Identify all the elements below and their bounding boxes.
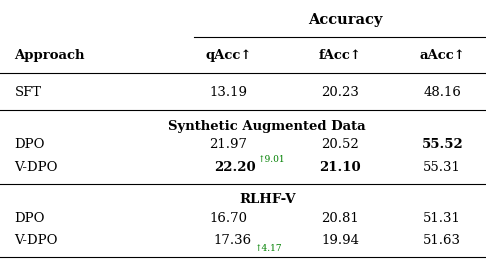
Text: 21.97: 21.97 — [209, 138, 247, 151]
Text: DPO: DPO — [15, 212, 45, 225]
Text: 21.10: 21.10 — [319, 161, 361, 174]
Text: DPO: DPO — [15, 138, 45, 151]
Text: Approach: Approach — [15, 49, 85, 62]
Text: RLHF-V: RLHF-V — [239, 193, 295, 206]
Text: 22.20: 22.20 — [214, 161, 256, 174]
Text: 55.52: 55.52 — [421, 138, 463, 151]
Text: ↑9.01: ↑9.01 — [257, 155, 284, 164]
Text: qAcc↑: qAcc↑ — [205, 49, 252, 62]
Text: V-DPO: V-DPO — [15, 234, 58, 247]
Text: aAcc↑: aAcc↑ — [419, 49, 465, 62]
Text: 16.70: 16.70 — [209, 212, 247, 225]
Text: fAcc↑: fAcc↑ — [319, 49, 362, 62]
Text: 19.94: 19.94 — [321, 234, 359, 247]
Text: 20.81: 20.81 — [321, 212, 359, 225]
Text: Accuracy: Accuracy — [308, 13, 382, 27]
Text: 51.63: 51.63 — [423, 234, 461, 247]
Text: 20.23: 20.23 — [321, 86, 359, 99]
Text: 20.52: 20.52 — [321, 138, 359, 151]
Text: Synthetic Augmented Data: Synthetic Augmented Data — [169, 120, 366, 133]
Text: 51.31: 51.31 — [423, 212, 461, 225]
Text: V-DPO: V-DPO — [15, 161, 58, 174]
Text: 13.19: 13.19 — [209, 86, 247, 99]
Text: ↑4.17: ↑4.17 — [254, 244, 281, 253]
Text: SFT: SFT — [15, 86, 42, 99]
Text: 55.31: 55.31 — [423, 161, 461, 174]
Text: 17.36: 17.36 — [214, 234, 252, 247]
Text: 48.16: 48.16 — [423, 86, 461, 99]
